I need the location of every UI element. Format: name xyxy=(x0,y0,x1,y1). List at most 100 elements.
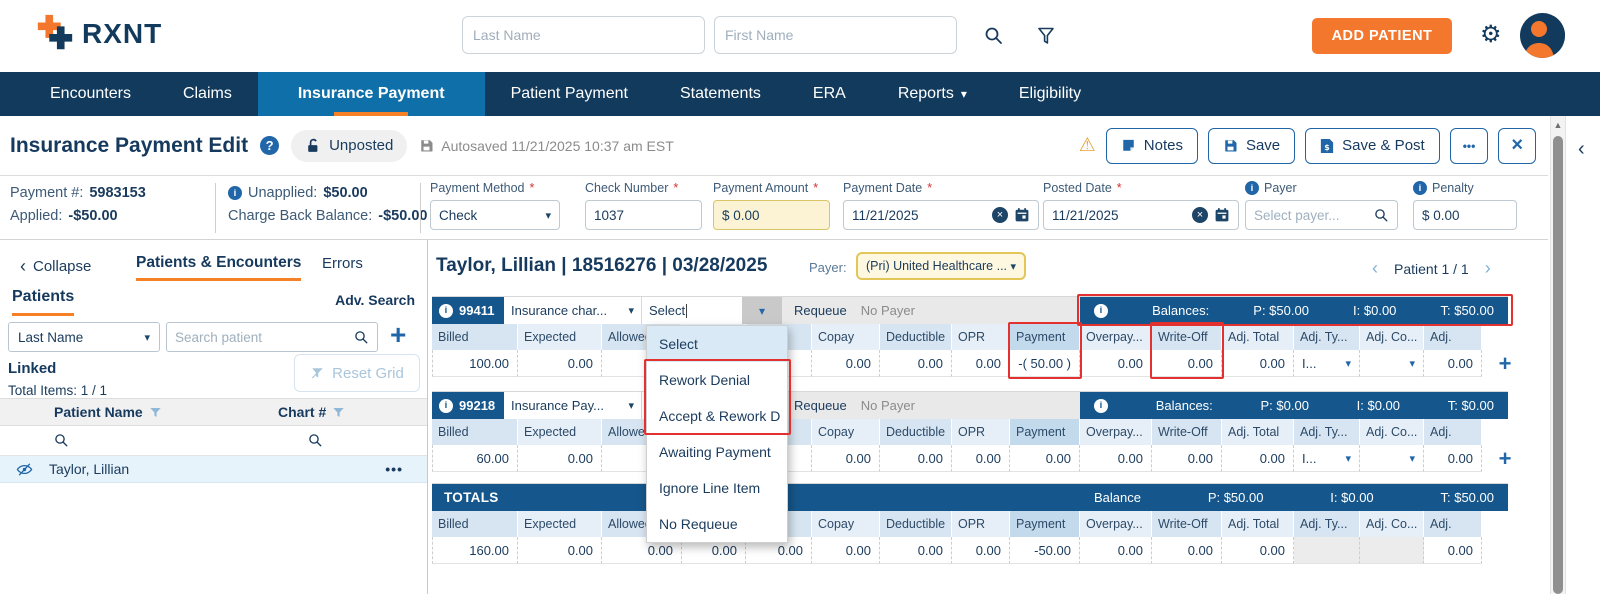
cell[interactable]: 0.00 xyxy=(1222,445,1294,472)
cell[interactable]: 0.00 xyxy=(1424,445,1482,472)
cell[interactable]: 0.00 xyxy=(1010,445,1080,472)
patient-name-column-header[interactable]: Patient Name xyxy=(54,404,143,420)
notes-button[interactable]: Notes xyxy=(1105,127,1198,164)
save-button[interactable]: Save xyxy=(1207,127,1296,164)
add-patient-button[interactable]: ADD PATIENT xyxy=(1312,18,1452,54)
previous-patient-icon[interactable]: ‹ xyxy=(1372,258,1378,278)
cell-adjustment-select[interactable]: I... ▾ xyxy=(1294,350,1360,377)
penalty-input[interactable]: $ 0.00 xyxy=(1413,200,1517,230)
cell[interactable]: 0.00 xyxy=(1152,350,1222,377)
patient-search-input[interactable] xyxy=(175,329,348,345)
payment-method-select[interactable]: Check ▾ xyxy=(430,200,560,230)
requeue-option[interactable]: No Requeue xyxy=(659,516,738,532)
last-name-input[interactable] xyxy=(462,16,705,54)
requeue-dropdown-button[interactable]: ▾ xyxy=(742,297,782,324)
column-header-expected: Expected xyxy=(518,419,602,445)
cell[interactable]: 0.00 xyxy=(518,445,602,472)
filter-icon[interactable] xyxy=(332,406,345,419)
next-patient-icon[interactable]: › xyxy=(1484,258,1491,278)
requeue-option[interactable]: Awaiting Payment xyxy=(659,444,771,460)
requeue-select-input[interactable]: Select xyxy=(642,297,742,324)
chart-column-header[interactable]: Chart # xyxy=(278,404,327,420)
cell[interactable]: -( 50.00 ) xyxy=(1010,350,1080,377)
tab-errors[interactable]: Errors xyxy=(322,255,363,272)
rxnt-logo[interactable]: RXNT xyxy=(34,13,162,55)
gear-icon[interactable]: ⚙ xyxy=(1480,21,1502,48)
close-button[interactable]: × xyxy=(1498,127,1536,164)
warning-icon[interactable]: ⚠ xyxy=(1078,135,1096,156)
calendar-icon[interactable] xyxy=(1214,207,1230,223)
nav-item-statements[interactable]: Statements xyxy=(654,72,787,116)
cell[interactable]: 100.00 xyxy=(432,350,518,377)
add-adjustment-button[interactable]: + xyxy=(1498,351,1512,376)
cell-adjustment-select[interactable]: I... ▾ xyxy=(1294,445,1360,472)
requeue-option[interactable]: Accept & Rework D xyxy=(659,408,781,424)
vertical-scrollbar[interactable]: ▲ xyxy=(1550,116,1566,594)
payer-select[interactable]: (Pri) United Healthcare ... ▾ xyxy=(856,252,1026,280)
cell[interactable]: 0.00 xyxy=(812,445,880,472)
check-number-input[interactable]: 1037 xyxy=(585,200,702,230)
tab-patients[interactable]: Patients xyxy=(12,288,75,316)
requeue-option[interactable]: Ignore Line Item xyxy=(659,480,761,496)
search-icon[interactable] xyxy=(54,433,69,448)
cell-adjustment-select[interactable]: ▾ xyxy=(1360,350,1424,377)
cell[interactable]: 0.00 xyxy=(518,350,602,377)
row-menu-icon[interactable]: ••• xyxy=(385,461,403,477)
balance-insurance: I: $0.00 xyxy=(1353,303,1397,318)
search-icon[interactable] xyxy=(1374,208,1389,223)
calendar-icon[interactable] xyxy=(1014,207,1030,223)
avatar[interactable] xyxy=(1520,13,1565,58)
cell[interactable]: 0.00 xyxy=(1424,350,1482,377)
cell[interactable]: 0.00 xyxy=(880,445,952,472)
filter-icon[interactable] xyxy=(1036,26,1056,46)
nav-item-claims[interactable]: Claims xyxy=(157,72,258,116)
search-by-value: Last Name xyxy=(18,329,84,345)
tab-patients-encounters[interactable]: Patients & Encounters xyxy=(136,254,302,281)
cell-adjustment-select[interactable]: ▾ xyxy=(1360,445,1424,472)
payer-search-input[interactable]: Select payer... xyxy=(1245,200,1398,230)
cell[interactable]: 0.00 xyxy=(952,445,1010,472)
add-patient-link-icon[interactable]: + xyxy=(390,319,407,350)
scrollbar-thumb[interactable] xyxy=(1553,136,1563,594)
cell[interactable]: 0.00 xyxy=(1152,445,1222,472)
cell[interactable]: 0.00 xyxy=(812,350,880,377)
patient-row[interactable]: Taylor, Lillian ••• xyxy=(0,456,427,483)
cell[interactable]: 0.00 xyxy=(1080,350,1152,377)
nav-item-era[interactable]: ERA xyxy=(787,72,872,116)
nav-item-reports[interactable]: Reports ▾ xyxy=(872,72,993,116)
cell[interactable]: 0.00 xyxy=(952,350,1010,377)
requeue-option[interactable]: Select xyxy=(647,326,787,362)
payment-date-input[interactable]: 11/21/2025 × xyxy=(843,200,1039,230)
nav-item-insurance-payment[interactable]: Insurance Payment xyxy=(257,72,485,116)
search-icon[interactable] xyxy=(354,330,369,345)
scroll-up-icon[interactable]: ▲ xyxy=(1553,120,1563,130)
search-icon[interactable] xyxy=(308,433,323,448)
cell[interactable]: 0.00 xyxy=(1080,445,1152,472)
panel-collapse-icon[interactable]: ‹ xyxy=(1578,138,1585,160)
search-icon[interactable] xyxy=(984,26,1004,46)
requeue-option[interactable]: Rework Denial xyxy=(659,372,751,388)
nav-item-patient-payment[interactable]: Patient Payment xyxy=(485,72,654,116)
clear-date-icon[interactable]: × xyxy=(1192,207,1208,223)
payment-amount-input[interactable]: $ 0.00 xyxy=(713,200,830,230)
cell[interactable]: 60.00 xyxy=(432,445,518,472)
advanced-search-link[interactable]: Adv. Search xyxy=(335,292,415,308)
clear-date-icon[interactable]: × xyxy=(992,207,1008,223)
charge-type-select[interactable]: Insurance Pay... ▾ xyxy=(504,392,642,419)
search-by-select[interactable]: Last Name ▾ xyxy=(8,322,160,352)
first-name-input[interactable] xyxy=(714,16,957,54)
reset-grid-button[interactable]: Reset Grid xyxy=(294,354,420,392)
cell[interactable]: 0.00 xyxy=(1222,350,1294,377)
charge-type-select[interactable]: Insurance char... ▾ xyxy=(504,297,642,324)
nav-item-encounters[interactable]: Encounters xyxy=(24,72,157,116)
add-adjustment-button[interactable]: + xyxy=(1498,446,1512,471)
nav-item-eligibility[interactable]: Eligibility xyxy=(993,72,1107,116)
collapse-button[interactable]: ‹ Collapse xyxy=(20,256,91,277)
save-and-post-button[interactable]: $ Save & Post xyxy=(1305,127,1440,164)
more-actions-button[interactable]: ••• xyxy=(1449,127,1489,164)
posted-date-input[interactable]: 11/21/2025 × xyxy=(1043,200,1239,230)
more-icon: ••• xyxy=(1462,138,1476,153)
cell[interactable]: 0.00 xyxy=(880,350,952,377)
filter-icon[interactable] xyxy=(149,406,162,419)
help-icon[interactable]: ? xyxy=(260,136,280,155)
